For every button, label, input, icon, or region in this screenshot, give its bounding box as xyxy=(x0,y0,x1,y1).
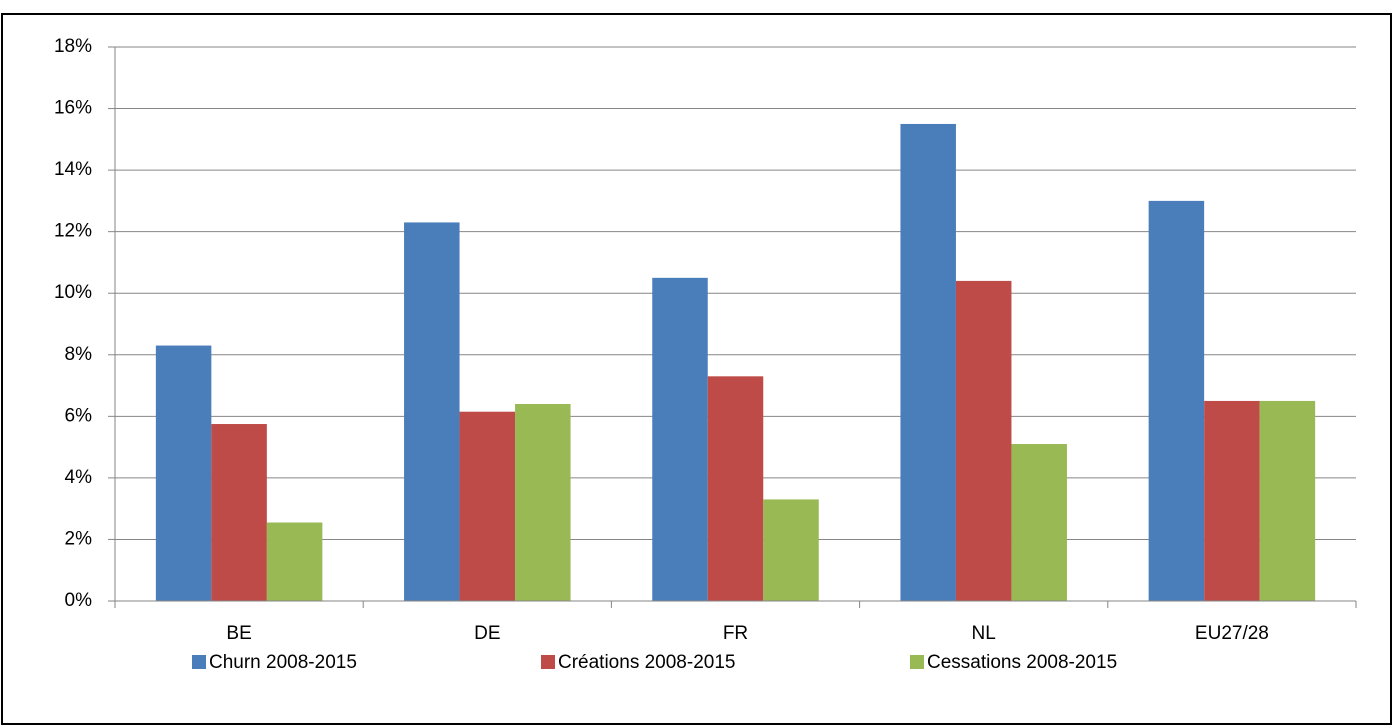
x-tick-label: NL xyxy=(972,623,996,644)
x-tick-label: DE xyxy=(474,623,500,644)
y-tick-label: 8% xyxy=(65,344,93,365)
bar xyxy=(266,522,323,601)
legend-swatch xyxy=(192,655,206,669)
x-tick-label: EU27/28 xyxy=(1195,623,1269,644)
bar xyxy=(1204,400,1260,601)
y-tick-label: 10% xyxy=(54,282,92,303)
y-tick-label: 2% xyxy=(65,528,93,549)
bar xyxy=(459,411,516,601)
x-tick-label: FR xyxy=(723,623,748,644)
legend-label: Créations 2008-2015 xyxy=(558,652,735,673)
bar xyxy=(1011,444,1067,601)
y-tick-label: 18% xyxy=(54,36,92,57)
legend-swatch xyxy=(910,655,924,669)
bar xyxy=(155,345,212,601)
legend-swatch xyxy=(541,655,555,669)
y-tick-label: 0% xyxy=(65,590,93,611)
bar xyxy=(763,499,819,601)
y-tick-label: 14% xyxy=(54,159,92,180)
bar xyxy=(707,376,764,601)
legend-label: Churn 2008-2015 xyxy=(209,652,357,673)
bar xyxy=(211,424,267,601)
bar xyxy=(955,280,1012,601)
bar xyxy=(900,123,956,601)
bar xyxy=(652,277,708,601)
bar xyxy=(515,404,571,601)
legend-label: Cessations 2008-2015 xyxy=(927,652,1117,673)
y-tick-label: 4% xyxy=(65,467,93,488)
y-tick-label: 6% xyxy=(65,405,93,426)
y-tick-label: 16% xyxy=(54,98,92,119)
bar xyxy=(1148,200,1205,601)
bar xyxy=(404,222,460,601)
y-tick-label: 12% xyxy=(54,221,92,242)
x-tick-label: BE xyxy=(226,623,251,644)
bar xyxy=(1259,400,1316,601)
